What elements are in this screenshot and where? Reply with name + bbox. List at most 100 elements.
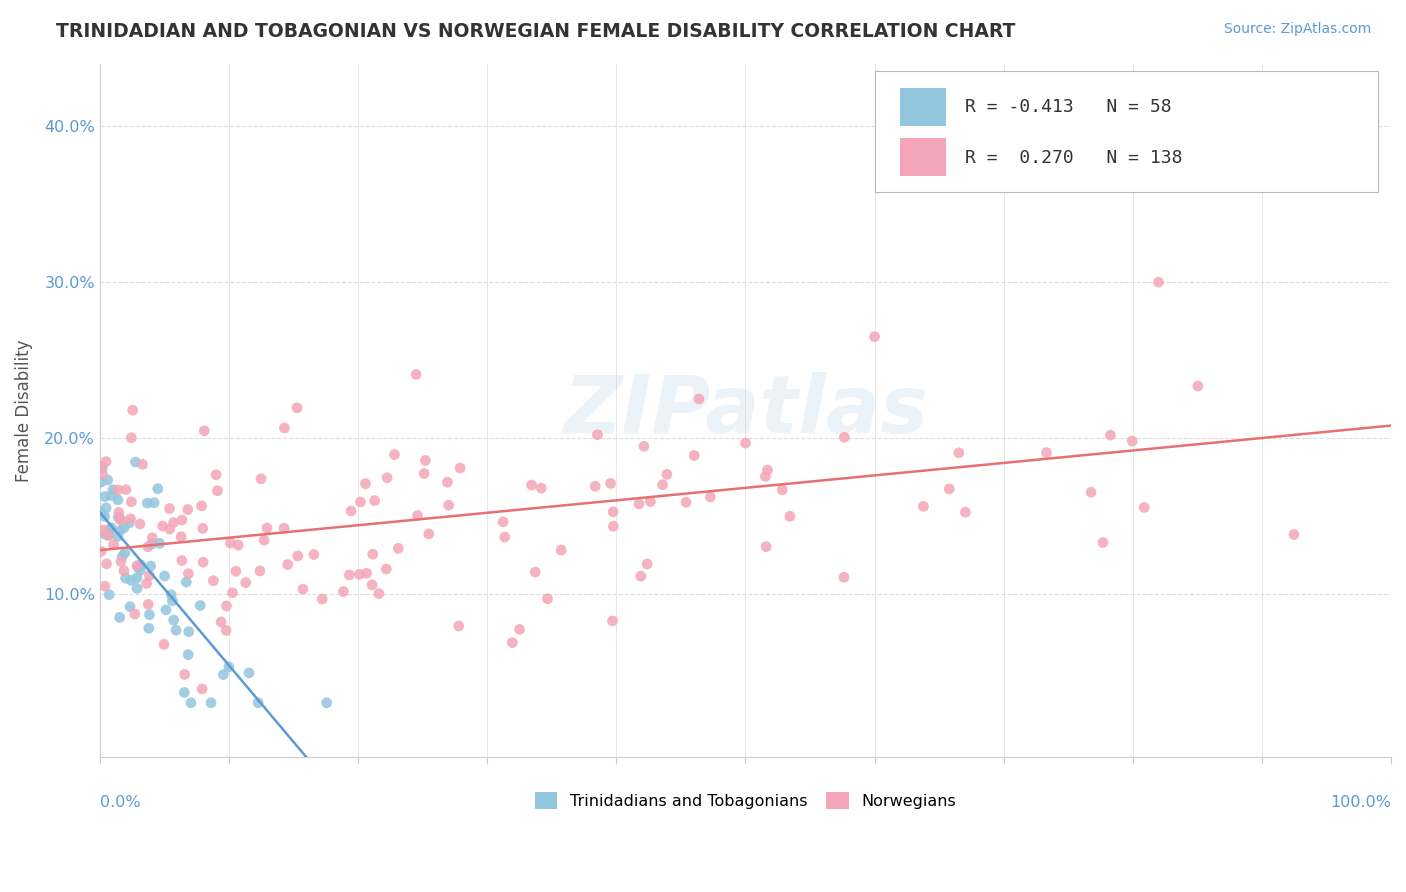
Point — [699, 490, 721, 504]
Point — [131, 458, 153, 472]
Point — [98, 588, 121, 602]
Point — [415, 453, 437, 467]
Point — [375, 562, 398, 576]
Text: R =  0.270   N = 138: R = 0.270 N = 138 — [965, 149, 1182, 167]
Point — [188, 599, 211, 613]
Point — [754, 469, 776, 483]
Point — [832, 570, 855, 584]
Point — [93, 527, 115, 541]
Point — [93, 509, 115, 524]
Point — [225, 564, 247, 578]
Point — [361, 578, 384, 592]
Point — [285, 401, 308, 415]
Point — [349, 495, 371, 509]
Point — [110, 554, 132, 568]
Point — [91, 467, 114, 482]
Point — [413, 467, 436, 481]
Point — [138, 568, 160, 582]
Point — [256, 521, 278, 535]
Point — [218, 660, 240, 674]
Point — [165, 624, 187, 638]
Point — [100, 489, 122, 503]
Point — [143, 496, 166, 510]
Text: R = -0.413   N = 58: R = -0.413 N = 58 — [965, 98, 1171, 116]
Point — [152, 519, 174, 533]
Point — [363, 493, 385, 508]
Point — [153, 569, 176, 583]
Point — [129, 558, 152, 572]
Point — [361, 547, 384, 561]
Point — [387, 541, 409, 556]
Point — [1080, 485, 1102, 500]
Point — [912, 500, 935, 514]
Point — [630, 569, 652, 583]
Point — [153, 637, 176, 651]
Point — [207, 483, 229, 498]
Point — [112, 564, 135, 578]
Point — [136, 598, 159, 612]
Point — [90, 458, 112, 473]
Point — [108, 505, 131, 519]
Point — [170, 530, 193, 544]
Point — [100, 520, 122, 534]
Point — [384, 448, 406, 462]
Point — [193, 424, 215, 438]
Point — [148, 536, 170, 550]
Point — [135, 576, 157, 591]
Point — [125, 558, 148, 573]
Point — [190, 499, 212, 513]
Point — [120, 431, 142, 445]
Point — [1133, 500, 1156, 515]
Point — [536, 591, 558, 606]
Text: TRINIDADIAN AND TOBAGONIAN VS NORWEGIAN FEMALE DISABILITY CORRELATION CHART: TRINIDADIAN AND TOBAGONIAN VS NORWEGIAN … — [56, 22, 1015, 41]
Point — [492, 515, 515, 529]
Point — [139, 559, 162, 574]
Point — [215, 599, 238, 613]
Point — [90, 544, 112, 558]
Point — [129, 563, 152, 577]
Point — [655, 467, 678, 482]
Point — [94, 454, 117, 468]
Point — [138, 621, 160, 635]
Point — [1187, 379, 1209, 393]
Point — [640, 494, 662, 508]
Point — [118, 599, 141, 614]
Point — [501, 635, 523, 649]
Point — [107, 510, 129, 524]
Point — [108, 512, 131, 526]
Point — [948, 446, 970, 460]
Point — [136, 496, 159, 510]
Point — [291, 582, 314, 597]
Point — [651, 477, 673, 491]
Point — [136, 540, 159, 554]
Point — [1147, 275, 1170, 289]
Point — [93, 523, 115, 537]
Point — [97, 528, 120, 542]
Point — [277, 558, 299, 572]
Point — [1121, 434, 1143, 448]
Text: ZIPatlas: ZIPatlas — [562, 372, 928, 450]
Point — [162, 594, 184, 608]
Point — [90, 475, 112, 490]
Point — [120, 574, 142, 588]
Point — [200, 696, 222, 710]
Point — [124, 455, 146, 469]
Point — [90, 506, 112, 520]
Text: Source: ZipAtlas.com: Source: ZipAtlas.com — [1223, 22, 1371, 37]
Point — [683, 449, 706, 463]
Point — [101, 483, 124, 497]
Point — [273, 521, 295, 535]
Point — [97, 528, 120, 542]
Point — [863, 329, 886, 343]
Point — [108, 610, 131, 624]
Point — [238, 665, 260, 680]
Point — [107, 529, 129, 543]
Point — [315, 696, 337, 710]
Point — [94, 490, 117, 504]
Point — [1035, 445, 1057, 459]
Point — [633, 439, 655, 453]
Point — [159, 522, 181, 536]
Point — [627, 497, 650, 511]
Point — [170, 513, 193, 527]
Point — [337, 567, 360, 582]
